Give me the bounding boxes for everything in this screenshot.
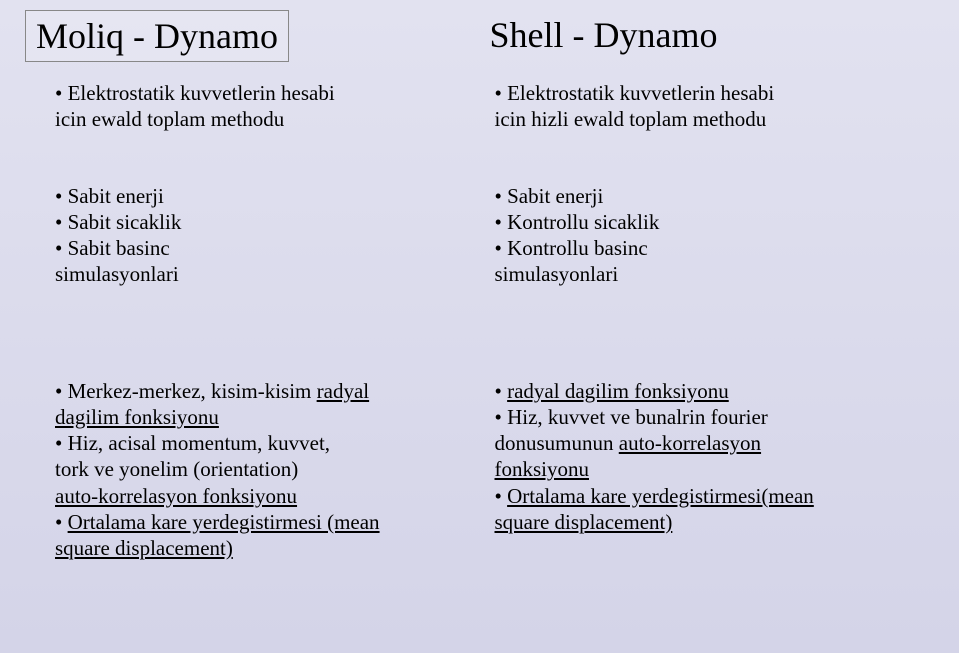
left-block-2: Sabit enerji Sabit sicaklik Sabit basinc… [55,183,475,288]
text-span-underline: square displacement) [495,510,673,534]
text-line: Sabit basinc [55,235,475,261]
text-line: donusumunun auto-korrelasyon [495,430,915,456]
text-span-underline: square displacement) [55,536,233,560]
left-block-1: Elektrostatik kuvvetlerin hesabi icin ew… [55,80,475,133]
title-col-right: Shell - Dynamo [480,10,935,62]
text-line: fonksiyonu [495,456,915,482]
text-line: Elektrostatik kuvvetlerin hesabi [495,80,915,106]
title-left: Moliq - Dynamo [25,10,289,62]
text-line: Merkez-merkez, kisim-kisim radyal [55,378,475,404]
right-block-1: Elektrostatik kuvvetlerin hesabi icin hi… [495,80,915,133]
text-line: Kontrollu basinc [495,235,915,261]
text-line: Hiz, acisal momentum, kuvvet, [55,430,475,456]
left-column: Elektrostatik kuvvetlerin hesabi icin ew… [55,80,495,611]
text-line: Sabit enerji [55,183,475,209]
right-column: Elektrostatik kuvvetlerin hesabi icin hi… [495,80,935,611]
title-right: Shell - Dynamo [480,10,728,60]
text-line: Ortalama kare yerdegistirmesi (mean [55,509,475,535]
text-line: tork ve yonelim (orientation) [55,456,475,482]
text-line: Sabit sicaklik [55,209,475,235]
text-span-underline: auto-korrelasyon [619,431,761,455]
text-span-underline: Ortalama kare yerdegistirmesi (mean [68,510,380,534]
text-span: donusumunun [495,431,619,455]
text-line: Sabit enerji [495,183,915,209]
text-span-underline: fonksiyonu [495,457,590,481]
text-line: icin hizli ewald toplam methodu [495,106,915,132]
text-line: icin ewald toplam methodu [55,106,475,132]
text-line: square displacement) [55,535,475,561]
text-line: Elektrostatik kuvvetlerin hesabi [55,80,475,106]
text-line: simulasyonlari [495,261,915,287]
text-line: radyal dagilim fonksiyonu [495,378,915,404]
content: Elektrostatik kuvvetlerin hesabi icin ew… [0,62,959,611]
text-line: auto-korrelasyon fonksiyonu [55,483,475,509]
left-block-3: Merkez-merkez, kisim-kisim radyal dagili… [55,378,475,562]
text-line: Kontrollu sicaklik [495,209,915,235]
text-span-underline: dagilim fonksiyonu [55,405,219,429]
text-line: Ortalama kare yerdegistirmesi(mean [495,483,915,509]
text-line: square displacement) [495,509,915,535]
text-line: simulasyonlari [55,261,475,287]
right-block-3: radyal dagilim fonksiyonu Hiz, kuvvet ve… [495,378,915,536]
text-span: Merkez-merkez, kisim-kisim [68,379,317,403]
text-line: dagilim fonksiyonu [55,404,475,430]
title-col-left: Moliq - Dynamo [25,10,480,62]
title-row: Moliq - Dynamo Shell - Dynamo [0,0,959,62]
text-line: Hiz, kuvvet ve bunalrin fourier [495,404,915,430]
text-span-underline: radyal dagilim fonksiyonu [507,379,729,403]
text-span-underline: Ortalama kare yerdegistirmesi(mean [507,484,814,508]
text-span-underline: radyal [317,379,369,403]
right-block-2: Sabit enerji Kontrollu sicaklik Kontroll… [495,183,915,288]
text-span-underline: auto-korrelasyon fonksiyonu [55,484,297,508]
